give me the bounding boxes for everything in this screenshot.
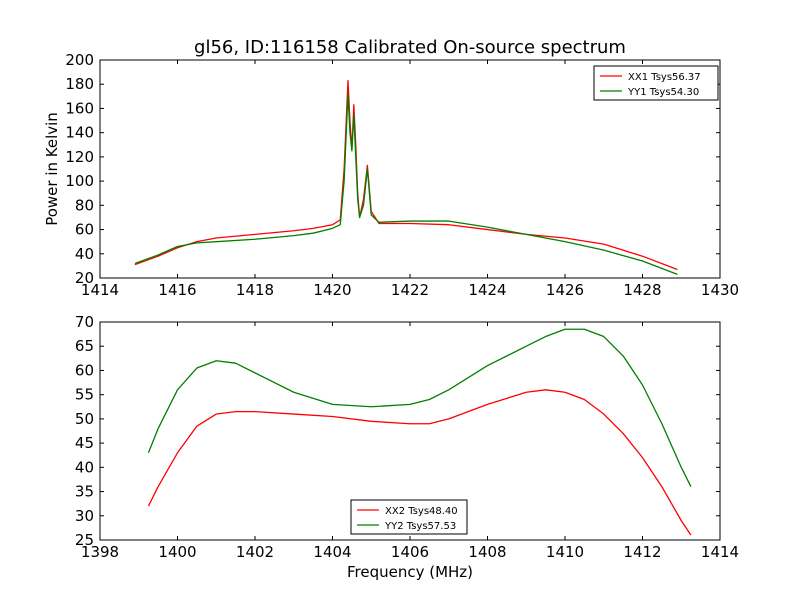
x-tick-label-1-7: 1412 bbox=[623, 543, 661, 561]
x-tick-label-1-6: 1410 bbox=[546, 543, 584, 561]
y-tick-label-1-9: 70 bbox=[75, 313, 94, 331]
y-tick-label-0-7: 160 bbox=[65, 99, 94, 117]
legend-1: XX2 Tsys48.40 YY2 Tsys57.53 bbox=[350, 499, 468, 535]
x-tick-label-0-1: 1416 bbox=[158, 281, 196, 299]
series-line-0-1 bbox=[134, 93, 678, 275]
x-tick-label-1-8: 1414 bbox=[701, 543, 739, 561]
y-tick-label-1-7: 60 bbox=[75, 361, 94, 379]
x-tick-label-0-5: 1424 bbox=[468, 281, 506, 299]
y-tick-label-1-0: 25 bbox=[75, 531, 94, 549]
y-axis-label: Power in Kelvin bbox=[43, 112, 61, 226]
x-tick-label-0-2: 1418 bbox=[236, 281, 274, 299]
x-tick-label-0-0: 1414 bbox=[81, 281, 119, 299]
top-panel: 1414 1416 1418 1420 1422 1424 1426 1428 1430 20 40… bbox=[65, 51, 739, 299]
x-tick-label-0-8: 1430 bbox=[701, 281, 739, 299]
legend-box-0 bbox=[593, 65, 719, 101]
y-tick-label-0-1: 40 bbox=[75, 245, 94, 263]
y-tick-label-0-6: 140 bbox=[65, 124, 94, 142]
y-tick-label-0-2: 60 bbox=[75, 221, 94, 239]
y-tick-label-1-4: 45 bbox=[75, 434, 94, 452]
x-tick-label-1-3: 1404 bbox=[313, 543, 351, 561]
y-tick-label-0-0: 20 bbox=[75, 269, 94, 287]
y-tick-label-0-3: 80 bbox=[75, 196, 94, 214]
x-tick-label-0-3: 1420 bbox=[313, 281, 351, 299]
x-tick-label-1-5: 1408 bbox=[468, 543, 506, 561]
chart-title: gl56, ID:116158 Calibrated On-source spe… bbox=[194, 37, 626, 58]
x-tick-label-0-6: 1426 bbox=[546, 281, 584, 299]
series-line-1-0 bbox=[147, 389, 692, 536]
y-tick-label-1-1: 30 bbox=[75, 507, 94, 525]
y-tick-label-0-4: 100 bbox=[65, 172, 94, 190]
y-tick-label-1-5: 50 bbox=[75, 410, 94, 428]
x-tick-label-1-1: 1400 bbox=[158, 543, 196, 561]
bottom-panel: 1398 1400 1402 1404 1406 1408 1410 1412 1414 25 30… bbox=[75, 313, 739, 561]
legend-box-1 bbox=[350, 499, 468, 535]
legend-label-1-1: YY2 Tsys57.53 bbox=[384, 521, 456, 532]
x-tick-label-0-7: 1428 bbox=[623, 281, 661, 299]
legend-label-0-1: YY1 Tsys54.30 bbox=[627, 87, 699, 98]
y-tick-label-0-8: 180 bbox=[65, 75, 94, 93]
y-tick-label-0-9: 200 bbox=[65, 51, 94, 69]
y-tick-label-1-6: 55 bbox=[75, 386, 94, 404]
series-line-1-1 bbox=[147, 328, 692, 488]
x-tick-label-1-2: 1402 bbox=[236, 543, 274, 561]
y-tick-label-1-3: 40 bbox=[75, 458, 94, 476]
x-tick-label-1-0: 1398 bbox=[81, 543, 119, 561]
legend-label-0-0: XX1 Tsys56.37 bbox=[628, 72, 701, 83]
legend-0: XX1 Tsys56.37 YY1 Tsys54.30 bbox=[593, 65, 719, 101]
legend-label-1-0: XX2 Tsys48.40 bbox=[385, 506, 458, 517]
x-tick-label-0-4: 1422 bbox=[391, 281, 429, 299]
x-tick-label-1-4: 1406 bbox=[391, 543, 429, 561]
y-tick-label-0-5: 120 bbox=[65, 148, 94, 166]
y-tick-label-1-8: 65 bbox=[75, 337, 94, 355]
y-tick-label-1-2: 35 bbox=[75, 483, 94, 501]
x-axis-label: Frequency (MHz) bbox=[347, 563, 473, 581]
